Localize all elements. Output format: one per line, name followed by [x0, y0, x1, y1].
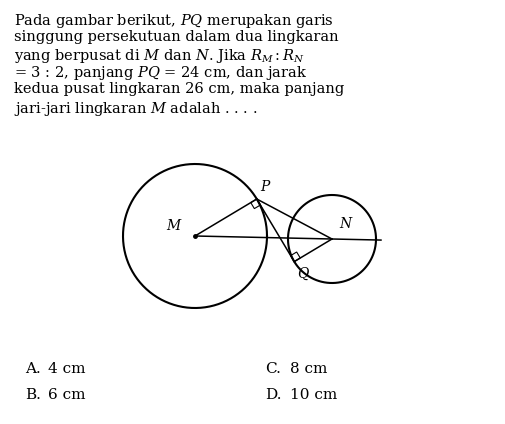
Text: 4 cm: 4 cm	[48, 362, 85, 376]
Text: kedua pusat lingkaran 26 cm, maka panjang: kedua pusat lingkaran 26 cm, maka panjan…	[14, 82, 343, 96]
Text: yang berpusat di $M$ dan $N$. Jika $R_M : R_N$: yang berpusat di $M$ dan $N$. Jika $R_M …	[14, 47, 305, 65]
Text: D.: D.	[265, 388, 281, 402]
Text: $P$: $P$	[259, 179, 271, 194]
Text: = 3 : 2, panjang $PQ$ = 24 cm, dan jarak: = 3 : 2, panjang $PQ$ = 24 cm, dan jarak	[14, 64, 307, 83]
Text: $Q$: $Q$	[296, 265, 310, 282]
Text: C.: C.	[265, 362, 280, 376]
Text: Pada gambar berikut, $PQ$ merupakan garis: Pada gambar berikut, $PQ$ merupakan gari…	[14, 12, 333, 30]
Text: A.: A.	[25, 362, 41, 376]
Text: 8 cm: 8 cm	[289, 362, 327, 376]
Text: $N$: $N$	[338, 216, 353, 231]
Text: jari-jari lingkaran $M$ adalah . . . .: jari-jari lingkaran $M$ adalah . . . .	[14, 100, 257, 117]
Text: 6 cm: 6 cm	[48, 388, 85, 402]
Text: $M$: $M$	[166, 218, 183, 233]
Text: singgung persekutuan dalam dua lingkaran: singgung persekutuan dalam dua lingkaran	[14, 30, 338, 44]
Text: B.: B.	[25, 388, 41, 402]
Text: 10 cm: 10 cm	[289, 388, 337, 402]
